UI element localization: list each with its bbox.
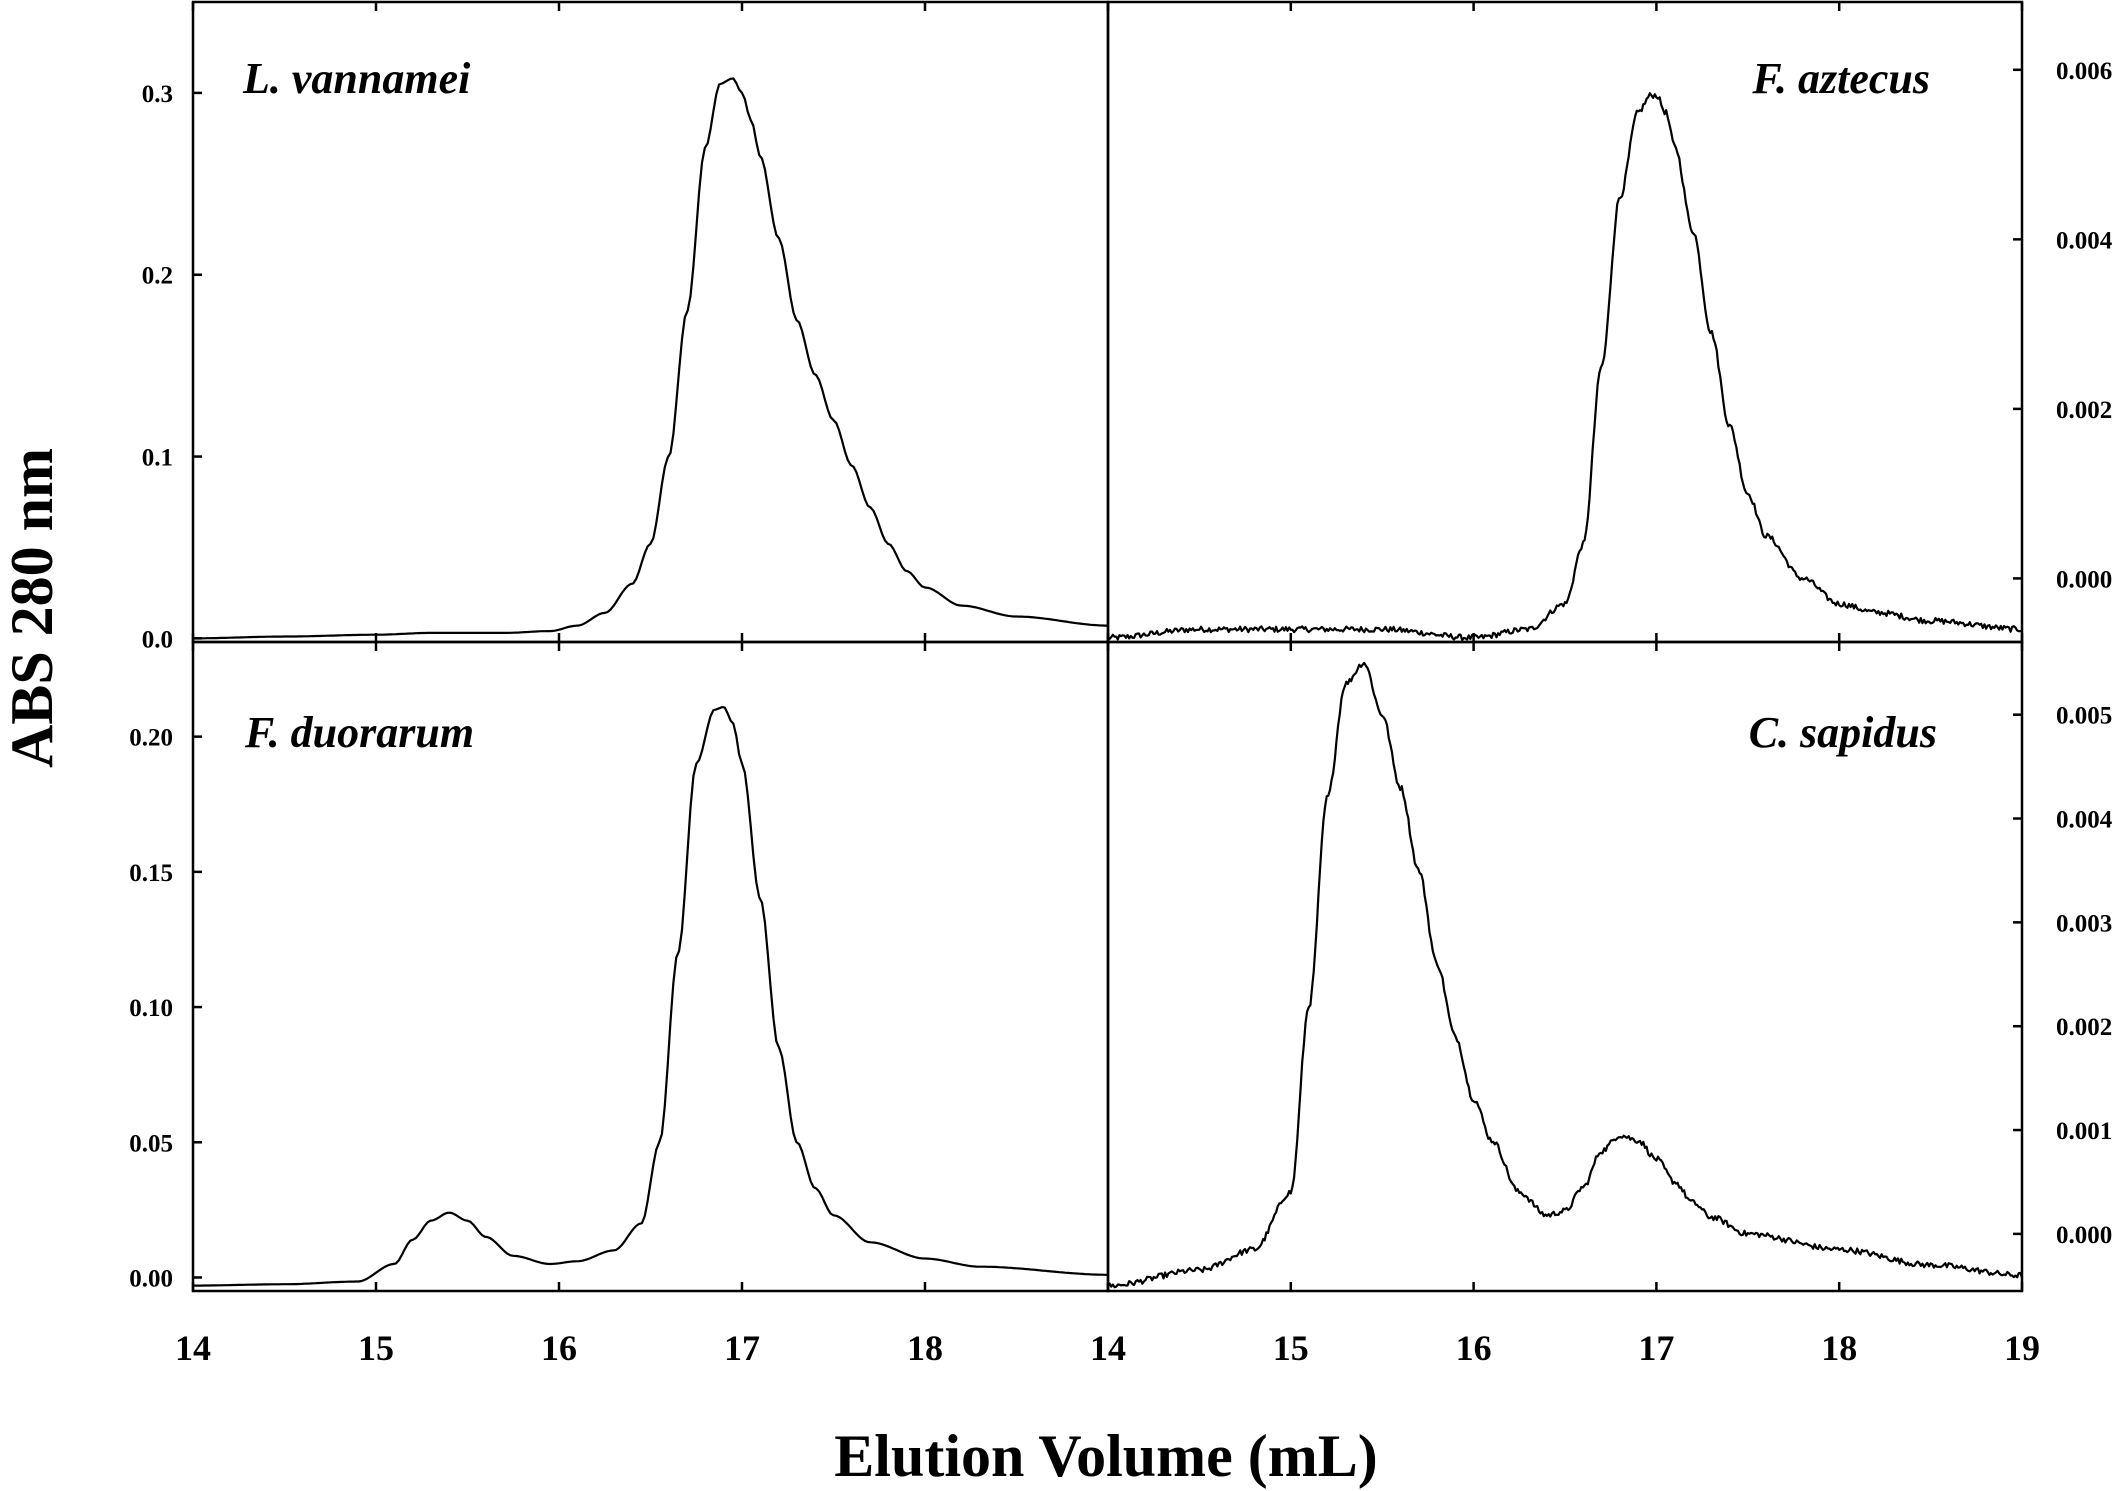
y-tick-label: 0.1: [142, 445, 173, 472]
y-tick-label: 0.2: [142, 263, 173, 290]
y-tick-label: 0.3: [142, 81, 173, 108]
y-tick-label: 0.001: [2056, 1118, 2112, 1145]
panel-br: 0.000 0.001 0.002 0.003 0.004 0.005 C. sapidus: [1106, 640, 2113, 1293]
y-tick-label: 0.004: [2056, 807, 2113, 834]
y-tick-label: 0.15: [129, 860, 173, 887]
panel-frame: [1106, 640, 2024, 1293]
y-tick-label: 0.004: [2056, 227, 2113, 254]
y-tick-label: 0.006: [2056, 58, 2112, 85]
panel-title-bl: F. duorarum: [244, 708, 474, 757]
x-axis-title: Elution Volume (mL): [834, 1423, 1377, 1489]
x-tick-label: 14: [175, 1328, 211, 1368]
panel-bl: 0.00 0.05 0.10 0.15 0.20 F. duorarum: [129, 640, 1110, 1292]
x-tick-label: 14: [1090, 1328, 1126, 1368]
y-tick-label: 0.00: [129, 1265, 173, 1292]
y-tick-label: 0.20: [129, 725, 173, 752]
x-tick-label: 18: [907, 1328, 943, 1368]
y-axis-title: ABS 280 nm: [0, 448, 65, 768]
y-tick-label: 0.000: [2056, 1222, 2112, 1249]
panel-tl: 0.0 0.1 0.2 0.3 L. vannamei: [142, 0, 1110, 653]
y-tick-label: 0.003: [2056, 910, 2112, 937]
x-tick-label: 16: [1456, 1328, 1492, 1368]
x-tick-label: 18: [1821, 1328, 1857, 1368]
panel-title-tl: L. vannamei: [242, 54, 471, 103]
y-tick-label: 0.005: [2056, 703, 2112, 730]
y-tick-label: 0.002: [2056, 397, 2112, 424]
y-tick-label: 0.000: [2056, 566, 2112, 593]
series-line-tl: [193, 77, 1108, 640]
x-tick-label: 17: [724, 1328, 760, 1368]
x-tick-label: 16: [541, 1328, 577, 1368]
panel-tr: 0.000 0.002 0.004 0.006 F. aztecus: [1106, 0, 2113, 644]
y-tick-label: 0.0: [142, 626, 173, 653]
panel-title-tr: F. aztecus: [1751, 54, 1930, 103]
series-line-br: [1107, 661, 2024, 1289]
series-line-bl: [193, 706, 1108, 1287]
y-tick-label: 0.10: [129, 995, 173, 1022]
x-tick-label: 15: [358, 1328, 394, 1368]
panel-title-br: C. sapidus: [1749, 708, 1937, 757]
y-tick-label: 0.002: [2056, 1014, 2112, 1041]
x-tick-label: 19: [2004, 1328, 2040, 1368]
x-tick-label: 17: [1638, 1328, 1674, 1368]
series-line-tr: [1107, 92, 2023, 642]
x-tick-label: 15: [1273, 1328, 1309, 1368]
panels-layer: 0.00.10.20.3 L. vannamei0.0000.0020.0040.…: [129, 0, 2113, 1368]
y-tick-label: 0.05: [129, 1130, 173, 1157]
